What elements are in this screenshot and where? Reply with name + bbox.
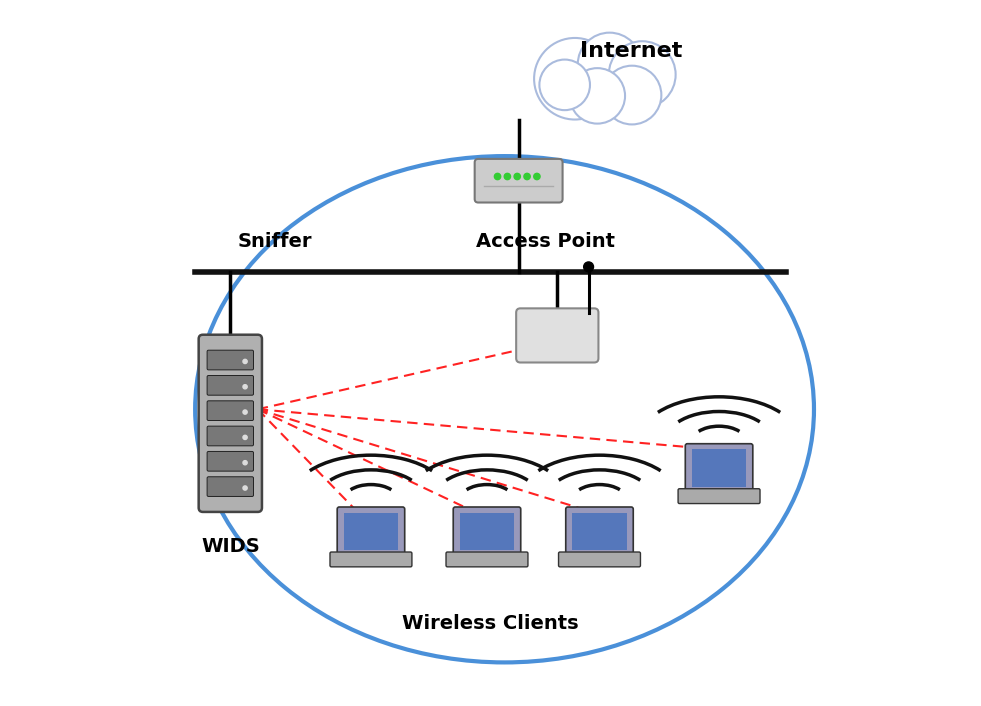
FancyBboxPatch shape: [692, 449, 747, 486]
Circle shape: [534, 174, 541, 179]
FancyBboxPatch shape: [475, 159, 562, 203]
Text: WIDS: WIDS: [201, 537, 260, 556]
Circle shape: [578, 32, 642, 96]
FancyBboxPatch shape: [207, 401, 253, 421]
Circle shape: [494, 174, 500, 179]
FancyBboxPatch shape: [207, 451, 253, 471]
Text: Sniffer: Sniffer: [237, 232, 312, 251]
Circle shape: [243, 436, 247, 440]
Circle shape: [504, 174, 510, 179]
FancyBboxPatch shape: [558, 552, 641, 567]
Circle shape: [584, 262, 594, 272]
Circle shape: [514, 174, 520, 179]
FancyBboxPatch shape: [330, 552, 412, 567]
Circle shape: [540, 59, 590, 110]
FancyBboxPatch shape: [207, 477, 253, 496]
Circle shape: [609, 41, 676, 108]
FancyBboxPatch shape: [516, 309, 598, 362]
FancyBboxPatch shape: [207, 350, 253, 370]
FancyBboxPatch shape: [572, 513, 627, 550]
FancyBboxPatch shape: [566, 507, 634, 556]
FancyBboxPatch shape: [199, 335, 262, 512]
FancyBboxPatch shape: [686, 443, 752, 492]
Circle shape: [243, 359, 247, 364]
FancyBboxPatch shape: [446, 552, 528, 567]
Circle shape: [524, 174, 531, 179]
FancyBboxPatch shape: [207, 426, 253, 445]
FancyBboxPatch shape: [678, 489, 760, 503]
FancyBboxPatch shape: [459, 513, 514, 550]
FancyBboxPatch shape: [207, 376, 253, 395]
Circle shape: [534, 38, 616, 119]
Circle shape: [243, 486, 247, 490]
Circle shape: [243, 460, 247, 465]
Text: Access Point: Access Point: [477, 232, 615, 251]
Circle shape: [243, 410, 247, 414]
FancyBboxPatch shape: [453, 507, 521, 556]
FancyBboxPatch shape: [337, 507, 405, 556]
Circle shape: [602, 66, 661, 124]
Circle shape: [570, 68, 625, 124]
Circle shape: [243, 385, 247, 389]
Text: Internet: Internet: [580, 41, 683, 61]
Text: Wireless Clients: Wireless Clients: [402, 614, 579, 633]
FancyBboxPatch shape: [343, 513, 398, 550]
